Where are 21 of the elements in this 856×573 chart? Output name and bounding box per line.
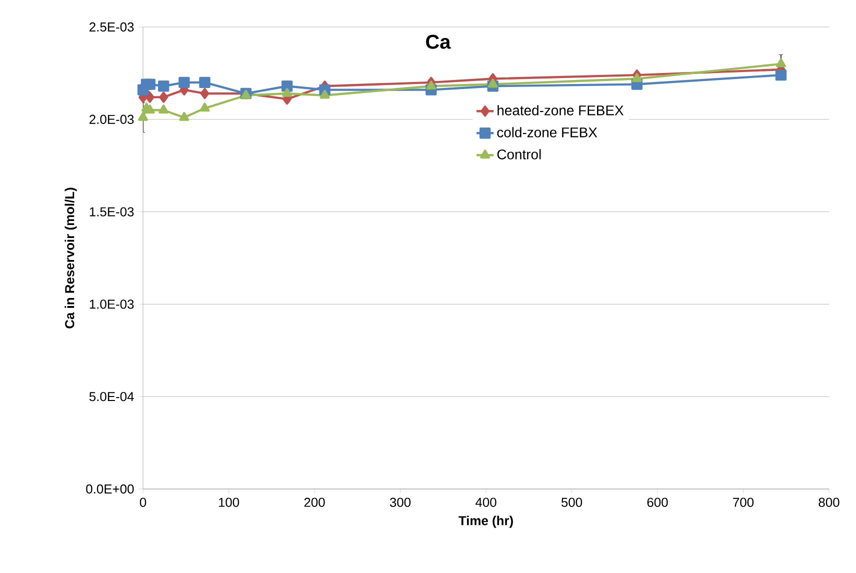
x-tick-label: 800 xyxy=(818,498,840,507)
y-tick-label: 1.0E-03 xyxy=(90,300,134,309)
y-tick-label: 2.0E-03 xyxy=(90,114,134,124)
y-tick-label: 2.5E-03 xyxy=(90,22,134,32)
x-tick-label: 100 xyxy=(218,498,240,507)
y-tick-label: 0.0E+00 xyxy=(86,484,134,494)
x-tick-label: 0 xyxy=(140,498,146,507)
y-axis-title: Ca in Reservoir (mol/L) xyxy=(64,188,77,328)
legend-label: heated-zone FEBEX xyxy=(498,105,624,116)
legend-label: cold-zone FEBX xyxy=(497,127,598,138)
x-tick-label: 500 xyxy=(561,498,582,507)
chart-title: Ca xyxy=(426,34,451,49)
y-tick-label: 1.5E-03 xyxy=(90,207,134,216)
legend-label: Control xyxy=(497,149,541,160)
x-tick-label: 200 xyxy=(304,498,325,507)
y-tick-label: 5.0E-04 xyxy=(89,392,134,402)
x-tick-label: 400 xyxy=(475,498,496,507)
x-axis-title: Time (hr) xyxy=(458,516,513,528)
x-tick-label: 300 xyxy=(390,498,411,507)
x-tick-label: 700 xyxy=(733,498,754,507)
x-tick-label: 600 xyxy=(647,498,668,507)
